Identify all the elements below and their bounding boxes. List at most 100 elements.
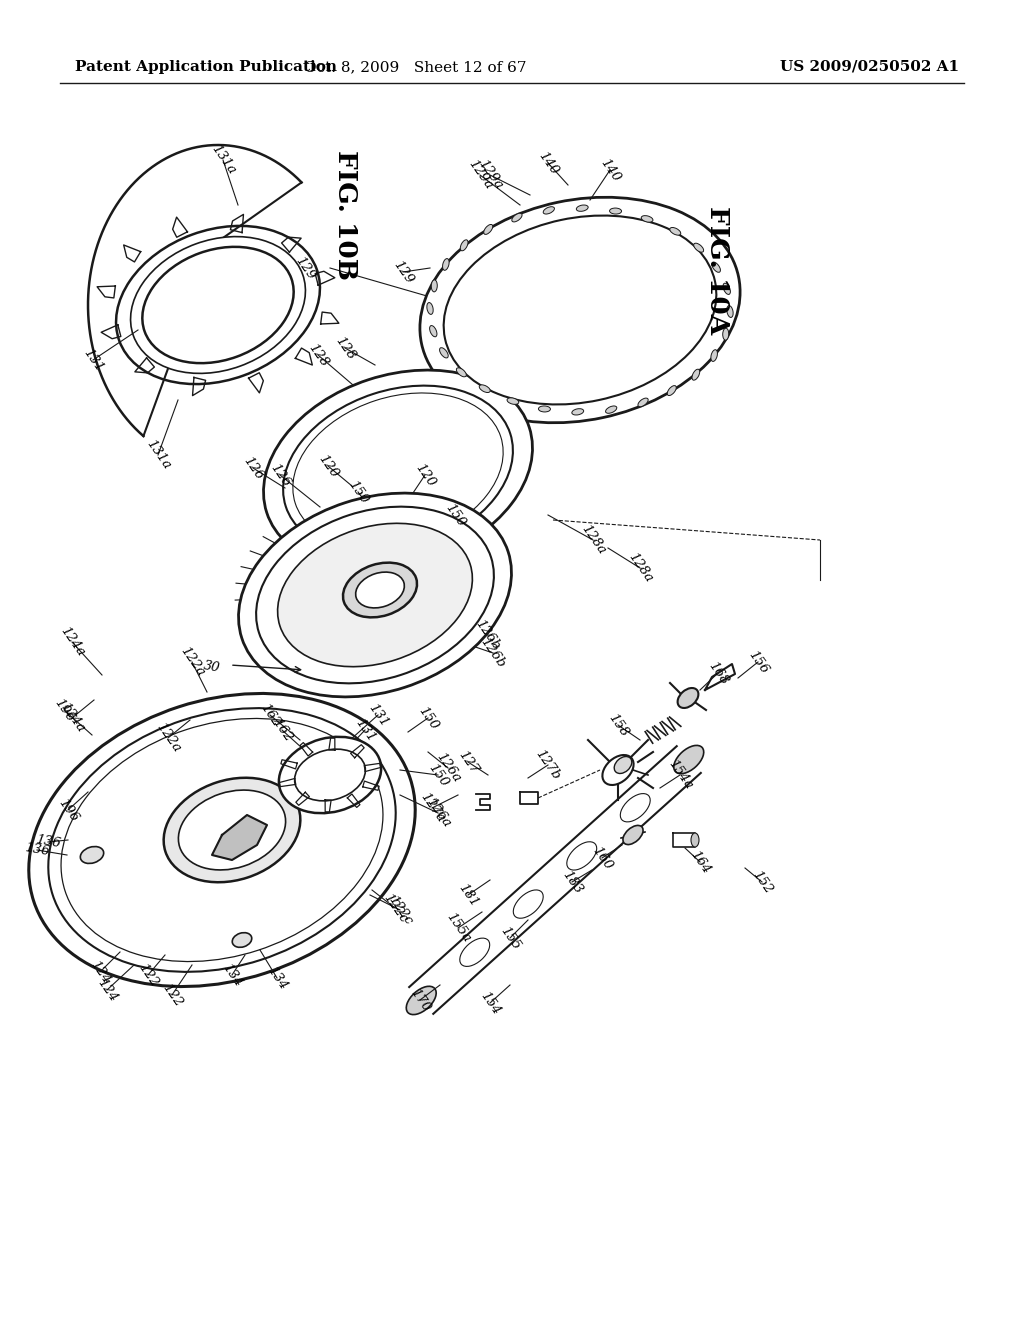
Ellipse shape bbox=[439, 347, 449, 358]
Text: 162: 162 bbox=[257, 701, 283, 729]
Text: 120: 120 bbox=[413, 461, 437, 488]
Text: 128: 128 bbox=[305, 341, 331, 370]
Text: 140: 140 bbox=[536, 149, 560, 177]
Ellipse shape bbox=[442, 259, 450, 271]
Text: 127a: 127a bbox=[417, 791, 446, 825]
Ellipse shape bbox=[256, 507, 494, 684]
Text: 124: 124 bbox=[87, 958, 113, 986]
Ellipse shape bbox=[48, 708, 395, 972]
Text: 156: 156 bbox=[745, 648, 770, 676]
Polygon shape bbox=[212, 814, 267, 861]
Text: 196: 196 bbox=[51, 696, 77, 723]
Text: 127: 127 bbox=[456, 748, 480, 776]
Ellipse shape bbox=[29, 693, 415, 986]
Text: 152: 152 bbox=[750, 869, 774, 896]
Ellipse shape bbox=[142, 247, 294, 363]
Text: 129a: 129a bbox=[475, 158, 505, 193]
Ellipse shape bbox=[80, 846, 103, 863]
Text: 126a: 126a bbox=[423, 796, 453, 830]
Ellipse shape bbox=[239, 494, 511, 697]
Text: 120: 120 bbox=[315, 451, 341, 480]
Text: 122c: 122c bbox=[385, 892, 415, 927]
Text: 126: 126 bbox=[241, 454, 265, 482]
Text: 196: 196 bbox=[55, 796, 81, 824]
Ellipse shape bbox=[420, 197, 740, 422]
Ellipse shape bbox=[605, 407, 616, 413]
Ellipse shape bbox=[641, 215, 653, 222]
Ellipse shape bbox=[407, 986, 436, 1015]
Ellipse shape bbox=[512, 214, 522, 222]
Text: 150: 150 bbox=[416, 704, 440, 733]
Text: 131: 131 bbox=[352, 715, 378, 744]
Text: 124: 124 bbox=[94, 975, 120, 1005]
Text: 170: 170 bbox=[408, 986, 432, 1014]
Ellipse shape bbox=[279, 737, 381, 813]
Text: 128: 128 bbox=[333, 334, 357, 362]
Ellipse shape bbox=[723, 329, 729, 341]
Text: 122: 122 bbox=[135, 961, 161, 989]
Text: FIG. 10B: FIG. 10B bbox=[333, 150, 357, 280]
Text: 124a: 124a bbox=[57, 701, 87, 735]
Ellipse shape bbox=[609, 209, 622, 214]
Text: 158: 158 bbox=[605, 711, 631, 739]
Ellipse shape bbox=[443, 215, 717, 404]
Ellipse shape bbox=[571, 409, 584, 414]
Text: 122a: 122a bbox=[154, 721, 183, 755]
Text: FIG. 10A: FIG. 10A bbox=[706, 206, 730, 334]
Ellipse shape bbox=[678, 688, 698, 708]
Ellipse shape bbox=[483, 224, 493, 235]
Ellipse shape bbox=[691, 833, 699, 847]
Text: 126b: 126b bbox=[478, 635, 508, 671]
Text: 126a: 126a bbox=[433, 751, 463, 785]
Text: 131a: 131a bbox=[143, 438, 173, 473]
Text: 131a: 131a bbox=[208, 143, 238, 177]
Text: 181: 181 bbox=[456, 880, 480, 909]
Ellipse shape bbox=[343, 562, 417, 618]
Text: 129: 129 bbox=[390, 257, 416, 286]
Text: 128a: 128a bbox=[579, 523, 608, 557]
Text: Patent Application Publication: Patent Application Publication bbox=[75, 59, 337, 74]
Text: 155a: 155a bbox=[443, 911, 473, 945]
Text: 126b: 126b bbox=[473, 618, 503, 652]
Ellipse shape bbox=[61, 718, 383, 961]
Text: 124a: 124a bbox=[57, 624, 87, 659]
Text: 164: 164 bbox=[687, 847, 713, 876]
Text: 134: 134 bbox=[264, 964, 290, 993]
Text: 155: 155 bbox=[498, 924, 522, 952]
Ellipse shape bbox=[539, 407, 551, 412]
Ellipse shape bbox=[427, 302, 433, 314]
Text: 131: 131 bbox=[366, 701, 390, 729]
Text: 150: 150 bbox=[345, 478, 371, 506]
Ellipse shape bbox=[507, 397, 519, 404]
Ellipse shape bbox=[712, 263, 721, 272]
Ellipse shape bbox=[130, 236, 305, 374]
Text: US 2009/0250502 A1: US 2009/0250502 A1 bbox=[780, 59, 959, 74]
Text: 183: 183 bbox=[559, 869, 585, 896]
Ellipse shape bbox=[543, 207, 554, 214]
Ellipse shape bbox=[623, 825, 643, 845]
Text: 168: 168 bbox=[706, 659, 730, 686]
Text: 162: 162 bbox=[269, 715, 295, 744]
Ellipse shape bbox=[293, 393, 503, 546]
Text: 160: 160 bbox=[590, 843, 614, 873]
Ellipse shape bbox=[283, 385, 513, 554]
Text: 150: 150 bbox=[425, 762, 451, 789]
Ellipse shape bbox=[479, 385, 490, 392]
Text: 122: 122 bbox=[160, 981, 184, 1008]
Text: 154: 154 bbox=[477, 989, 503, 1016]
Text: 127b: 127b bbox=[534, 747, 563, 783]
Text: 154a: 154a bbox=[666, 758, 695, 792]
Ellipse shape bbox=[430, 326, 437, 337]
Ellipse shape bbox=[674, 746, 703, 774]
Ellipse shape bbox=[668, 385, 676, 396]
Ellipse shape bbox=[295, 750, 366, 801]
Ellipse shape bbox=[461, 240, 468, 251]
Ellipse shape bbox=[178, 791, 286, 870]
Ellipse shape bbox=[431, 280, 437, 292]
Ellipse shape bbox=[278, 523, 472, 667]
Text: 140: 140 bbox=[597, 156, 623, 183]
Ellipse shape bbox=[232, 933, 252, 948]
Text: 30: 30 bbox=[203, 659, 221, 675]
Text: 136: 136 bbox=[24, 841, 50, 858]
Ellipse shape bbox=[602, 755, 634, 785]
